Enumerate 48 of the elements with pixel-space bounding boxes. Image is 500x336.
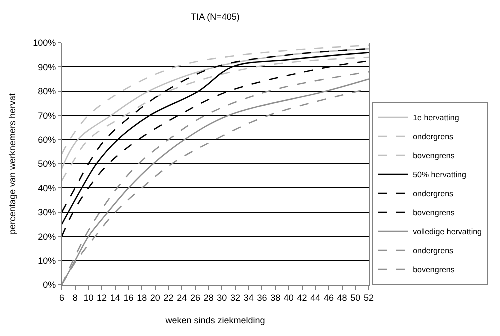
y-axis-title: percentage van werknemers hervat — [8, 92, 18, 235]
y-tick-label: 60% — [38, 134, 56, 145]
y-tick-label: 100% — [33, 38, 56, 48]
x-tick-label: 8 — [72, 292, 78, 303]
x-tick-label: 26 — [190, 292, 200, 303]
x-tick-label: 18 — [137, 292, 148, 303]
x-tick-label: 38 — [270, 292, 281, 303]
x-tick-label: 44 — [310, 292, 321, 303]
x-tick-label: 28 — [204, 292, 214, 303]
x-tick-label: 40 — [284, 292, 294, 303]
x-tick-label: 52 — [364, 292, 374, 303]
y-tick-label: 10% — [38, 256, 56, 266]
y-tick-label: 0% — [43, 280, 56, 290]
x-tick-label: 6 — [59, 292, 65, 303]
x-tick-label: 46 — [324, 292, 334, 303]
y-tick-label: 20% — [38, 232, 56, 242]
x-tick-label: 42 — [297, 292, 308, 303]
x-tick-label: 50 — [350, 292, 361, 303]
legend-label: ondergrens — [413, 190, 454, 199]
x-tick-label: 22 — [164, 292, 174, 303]
line-series — [62, 56, 369, 182]
x-tick-label: 48 — [337, 292, 348, 303]
x-tick-label: 36 — [257, 292, 268, 303]
legend-label: volledige hervatting — [413, 228, 482, 237]
y-tick-label: 90% — [38, 62, 56, 72]
legend-label: bovengrens — [413, 266, 455, 275]
legend-label: ondergrens — [413, 246, 454, 256]
x-axis-title: weken sinds ziekmelding — [164, 316, 266, 326]
x-tick-label: 24 — [177, 292, 188, 303]
chart-title: TIA (N=405) — [191, 12, 240, 22]
y-tick-label: 80% — [38, 86, 56, 97]
legend-label: 50% hervatting — [413, 170, 466, 180]
x-tick-label: 12 — [97, 292, 108, 303]
legend-label: ondergrens — [413, 132, 454, 142]
legend-label: bovengrens — [413, 152, 455, 161]
x-tick-label: 20 — [150, 292, 160, 303]
x-tick-label: 34 — [244, 292, 254, 303]
y-tick-label: 70% — [38, 110, 56, 121]
y-tick-label: 30% — [38, 208, 56, 218]
x-tick-label: 16 — [124, 292, 134, 303]
legend-label: bovengrens — [413, 208, 455, 218]
y-tick-label: 50% — [38, 159, 56, 170]
x-tick-label: 10 — [84, 292, 94, 303]
x-tick-label: 30 — [217, 292, 228, 303]
x-tick-label: 14 — [110, 292, 120, 303]
y-tick-label: 40% — [38, 183, 56, 194]
x-tick-label: 32 — [230, 292, 241, 303]
legend-label: 1e hervatting — [413, 114, 460, 123]
